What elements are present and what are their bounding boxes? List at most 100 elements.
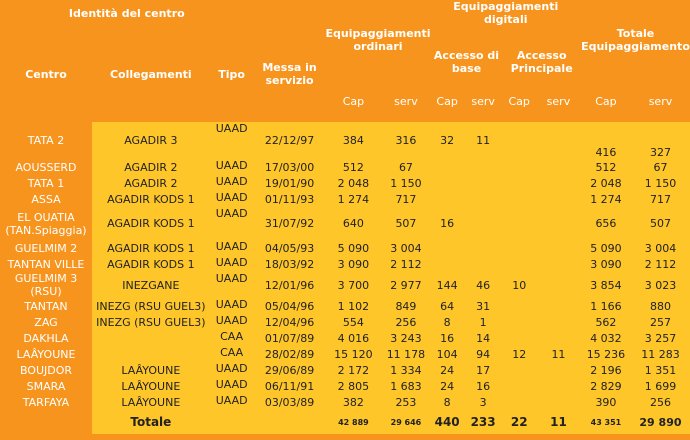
cell-pserv [535, 272, 581, 298]
cell-pserv [535, 240, 581, 256]
table-row: TATA 2 AGADIR 3 UAAD 22/12/97 384 316 32 11 416 3… [0, 122, 690, 159]
total-base-serv: 233 [463, 410, 503, 434]
cell-messa: 18/03/92 [253, 256, 326, 272]
header-accesso-base: Accesso di base [433, 49, 500, 75]
cell-ocap: 4 016 [325, 330, 382, 346]
cell-centro: ZAG [34, 315, 58, 329]
cell-oserv: 507 [381, 207, 431, 240]
cell-oserv: 11 178 [381, 346, 431, 362]
total-eq-serv: 29 890 [630, 410, 690, 434]
cell-bcap [430, 256, 464, 272]
cell-oserv: 2 977 [381, 272, 431, 298]
table-row: SMARA LAÂYOUNE UAAD 06/11/91 2 805 1 683 24 16 2… [0, 378, 690, 394]
cell-ocap: 382 [325, 394, 382, 410]
cell-tcap: 5 090 [580, 240, 631, 256]
cell-bcap: 104 [430, 346, 464, 362]
cell-bcap [430, 191, 464, 207]
cell-centro: TATA 1 [27, 176, 65, 190]
table-row: LAÂYOUNE CAA 28/02/89 15 120 11 178 104 94 12 11… [0, 346, 690, 362]
total-base-cap: 440 [430, 410, 464, 434]
cell-tcap: 656 [580, 207, 631, 240]
cell-tserv: 3 257 [630, 330, 690, 346]
header-accesso-principale: Accesso Principale [510, 49, 573, 75]
table-row: DAKHLA CAA 01/07/89 4 016 3 243 16 14 4 032 3 25… [0, 330, 690, 346]
header-collegamenti: Collegamenti [109, 67, 192, 81]
cell-centro: TATA 2 [27, 134, 65, 147]
cell-messa: 12/04/96 [253, 314, 326, 330]
cell-coll: AGADIR 2 [92, 175, 210, 191]
cell-ocap: 5 090 [325, 240, 382, 256]
cell-bserv: 17 [463, 362, 503, 378]
cell-tcap: 562 [580, 314, 631, 330]
cell-ocap: 2 172 [325, 362, 382, 378]
subheader-serv: serv [463, 80, 503, 122]
cell-pcap [502, 314, 536, 330]
cell-centro: GUELMIM 3 (RSU) [14, 272, 78, 298]
cell-bserv [463, 159, 503, 175]
cell-tipo: UAAD [209, 122, 254, 159]
cell-tcap: 2 048 [580, 175, 631, 191]
cell-pcap [502, 256, 536, 272]
cell-messa: 28/02/89 [253, 346, 326, 362]
cell-centro: AOUSSERD [15, 160, 77, 174]
cell-coll: AGADIR 3 [92, 122, 210, 159]
cell-pcap: 12 [502, 346, 536, 362]
cell-ocap: 2 048 [325, 175, 382, 191]
cell-coll [92, 330, 210, 346]
cell-bcap: 24 [430, 378, 464, 394]
cell-messa: 31/07/92 [253, 207, 326, 240]
cell-bserv [463, 256, 503, 272]
subheader-cap: Cap [580, 80, 631, 122]
cell-centro: LAÂYOUNE [16, 347, 76, 361]
table-body: TATA 2 AGADIR 3 UAAD 22/12/97 384 316 32 11 416 3… [0, 122, 690, 410]
total-row: Totale 42 889 29 646 440 233 22 11 43 35… [0, 410, 690, 434]
total-label: Totale [92, 410, 210, 434]
cell-tserv: 717 [630, 191, 690, 207]
cell-pserv [535, 378, 581, 394]
cell-tcap: 4 032 [580, 330, 631, 346]
cell-tserv: 327 [630, 122, 690, 159]
cell-pcap [502, 394, 536, 410]
cell-oserv: 1 334 [381, 362, 431, 378]
table-row: TANTAN VILLE AGADIR KODS 1 UAAD 18/03/92 3 0… [0, 256, 690, 272]
cell-pserv [535, 256, 581, 272]
cell-messa: 29/06/89 [253, 362, 326, 378]
cell-coll: LAÂYOUNE [92, 378, 210, 394]
table-footer: Totale 42 889 29 646 440 233 22 11 43 35… [0, 410, 690, 434]
cell-bserv: 11 [463, 122, 503, 159]
cell-messa: 03/03/89 [253, 394, 326, 410]
cell-bserv [463, 207, 503, 240]
subheader-cap: Cap [430, 80, 464, 122]
cell-messa: 01/11/93 [253, 191, 326, 207]
cell-tserv: 11 283 [630, 346, 690, 362]
cell-tcap: 1 166 [580, 298, 631, 314]
cell-bcap: 8 [430, 394, 464, 410]
cell-ocap: 1 102 [325, 298, 382, 314]
cell-centro: TARFAYA [22, 395, 70, 409]
cell-messa: 17/03/00 [253, 159, 326, 175]
cell-tserv: 507 [630, 207, 690, 240]
cell-tserv: 1 699 [630, 378, 690, 394]
cell-bserv: 46 [463, 272, 503, 298]
cell-pserv [535, 298, 581, 314]
cell-bcap: 24 [430, 362, 464, 378]
cell-coll: LAÂYOUNE [92, 362, 210, 378]
cell-tserv: 880 [630, 298, 690, 314]
cell-bcap: 144 [430, 272, 464, 298]
cell-tipo: CAA [209, 330, 254, 346]
total-ordinari-serv: 29 646 [381, 410, 431, 434]
cell-bserv [463, 175, 503, 191]
table-row: TATA 1 AGADIR 2 UAAD 19/01/90 2 048 1 150 2 04… [0, 175, 690, 191]
cell-ocap: 554 [325, 314, 382, 330]
cell-bcap: 8 [430, 314, 464, 330]
cell-tipo: UAAD [209, 314, 254, 330]
cell-bserv: 31 [463, 298, 503, 314]
cell-tipo: CAA [209, 346, 254, 362]
cell-pserv [535, 191, 581, 207]
cell-oserv: 849 [381, 298, 431, 314]
cell-pcap [502, 207, 536, 240]
cell-centro: ASSA [31, 192, 61, 206]
cell-oserv: 316 [381, 122, 431, 159]
cell-ocap: 3 090 [325, 256, 382, 272]
cell-bserv [463, 240, 503, 256]
